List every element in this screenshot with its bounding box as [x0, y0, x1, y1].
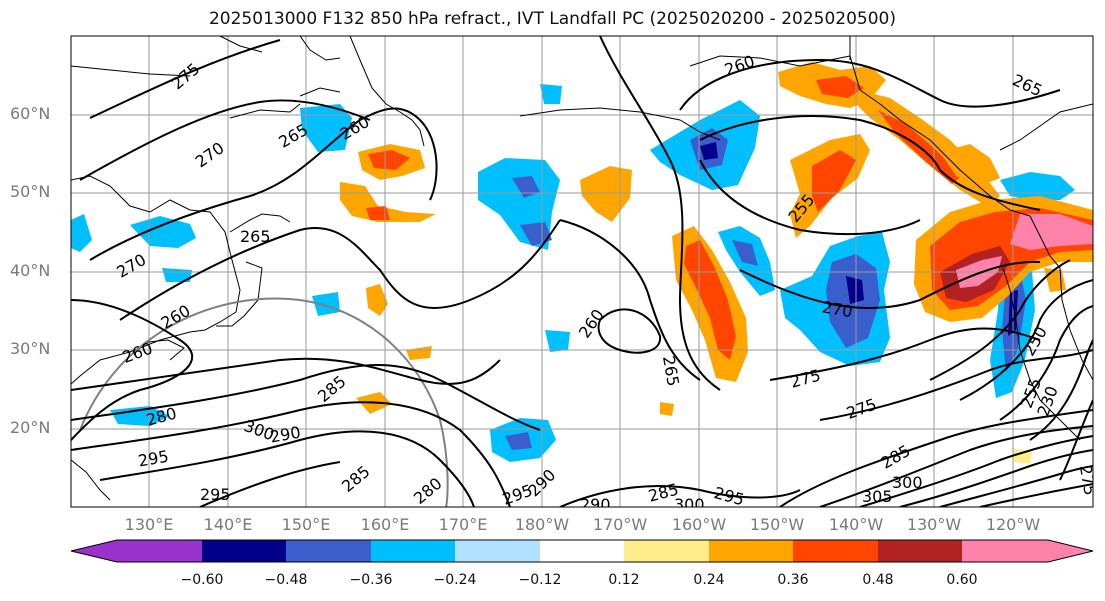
shade-positive	[1010, 214, 1093, 250]
shade-negative	[130, 216, 196, 248]
graticule	[71, 36, 1093, 507]
lon-label: 120°W	[985, 515, 1041, 534]
lon-label: 140°E	[203, 515, 253, 534]
colorbar-segment	[286, 540, 371, 562]
colorbar-segment	[624, 540, 709, 562]
colorbar-segment	[202, 540, 286, 562]
shade-negative	[110, 406, 170, 426]
colorbar	[70, 539, 1094, 563]
coastlines	[71, 36, 1093, 501]
shade-positive	[684, 240, 736, 360]
shade-positive	[816, 76, 864, 98]
colorbar-tick: −0.48	[264, 572, 308, 588]
shade-negative	[540, 84, 562, 104]
map-frame	[70, 35, 1094, 508]
contour-label: 295	[712, 483, 746, 509]
shade-positive	[940, 144, 1000, 186]
contour-label: 300	[892, 473, 923, 492]
contour-label: 295	[200, 485, 231, 504]
lon-label: 130°E	[124, 515, 174, 534]
contour-label: 275	[1076, 463, 1100, 496]
colorbar-segment	[878, 540, 962, 562]
shade-positive	[368, 150, 410, 170]
contour-label: 265	[240, 227, 271, 246]
contour-label: 290	[580, 495, 611, 514]
domain-boundary	[79, 297, 449, 507]
lon-label: 180°W	[514, 515, 570, 534]
colorbar-outline	[70, 539, 1094, 563]
colorbar-tick: −0.36	[349, 572, 393, 588]
shade-negative	[700, 142, 718, 160]
shade-negative	[300, 104, 352, 152]
lon-label: 160°E	[360, 515, 410, 534]
lon-label: 150°W	[749, 515, 805, 534]
colorbar-tick: 0.12	[608, 572, 640, 588]
lat-label: 30°N	[10, 339, 51, 358]
lat-label: 60°N	[10, 104, 51, 123]
colorbar-segment	[540, 540, 624, 562]
lat-label: 20°N	[10, 418, 51, 437]
shade-positive	[580, 166, 632, 222]
colorbar-segment	[709, 540, 793, 562]
colorbar-tick: 0.48	[862, 572, 894, 588]
contour-label: 305	[862, 487, 893, 506]
shade-positive	[340, 182, 436, 222]
colorbar-tick: −0.60	[180, 572, 224, 588]
lon-label: 140°W	[828, 515, 884, 534]
colorbar-tick: −0.24	[433, 572, 477, 588]
shade-positive	[366, 206, 390, 220]
colorbar-segment	[71, 540, 202, 562]
contour-label: 300	[674, 495, 705, 514]
map-title: 2025013000 F132 850 hPa refract., IVT La…	[208, 9, 896, 29]
lon-label: 170°W	[592, 515, 648, 534]
shade-positive	[812, 150, 856, 212]
lon-label: 170°E	[438, 515, 488, 534]
colorbar-tick: −0.12	[518, 572, 562, 588]
lat-label: 40°N	[10, 261, 51, 280]
lon-label: 160°W	[671, 515, 727, 534]
lon-label: 150°E	[281, 515, 331, 534]
lon-label: 130°W	[906, 515, 962, 534]
colorbar-segment	[455, 540, 540, 562]
lat-label: 50°N	[10, 182, 51, 201]
shade-positive	[660, 402, 674, 416]
shade-negative	[846, 276, 864, 304]
shade-negative	[505, 432, 532, 450]
colorbar-tick: 0.24	[693, 572, 725, 588]
shade-negative	[545, 330, 570, 352]
refractivity-contours	[71, 36, 1093, 507]
colorbar-segment	[371, 540, 455, 562]
colorbar-segment	[962, 540, 1093, 562]
shade-positive	[366, 284, 388, 316]
shade-negative	[732, 240, 758, 266]
shade-negative	[520, 222, 552, 246]
shade-negative	[71, 214, 92, 252]
shade-negative	[312, 292, 340, 316]
colorbar-segment	[793, 540, 878, 562]
colorbar-tick: 0.36	[777, 572, 809, 588]
colorbar-tick: 0.60	[946, 572, 978, 588]
